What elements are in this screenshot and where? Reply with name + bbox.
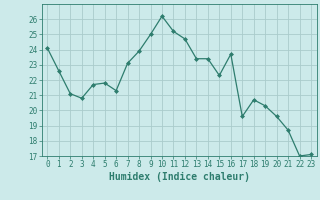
X-axis label: Humidex (Indice chaleur): Humidex (Indice chaleur): [109, 172, 250, 182]
